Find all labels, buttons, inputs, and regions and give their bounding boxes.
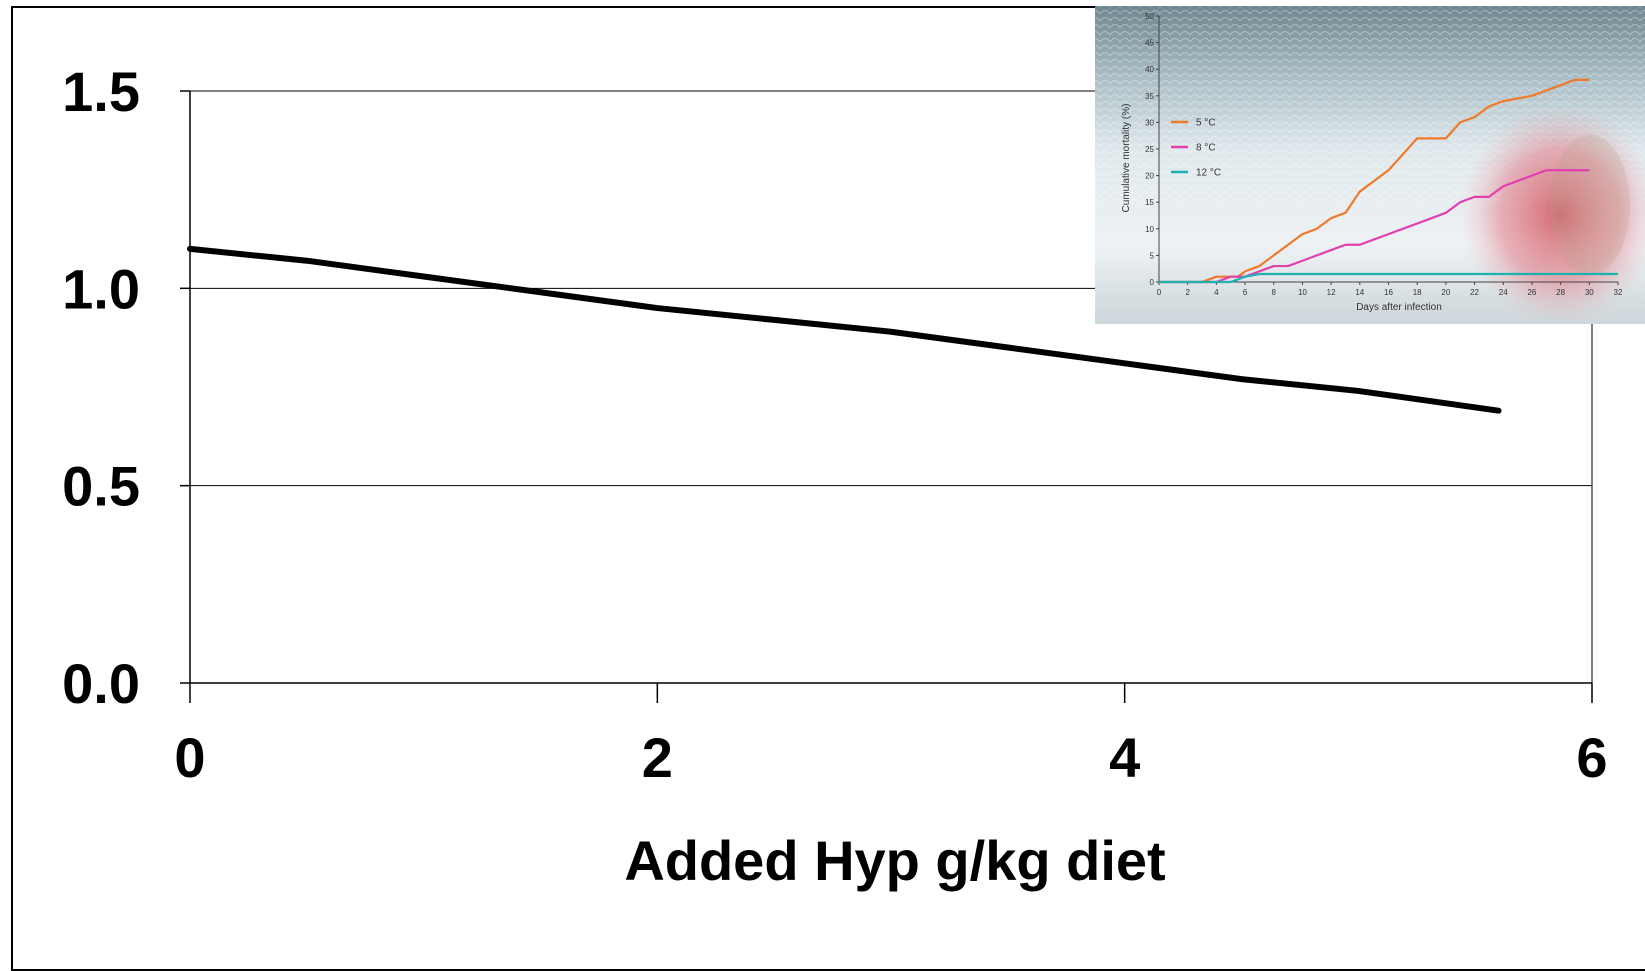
- y-tick-label: 0.5: [62, 455, 140, 518]
- inset-y-tick-label: 15: [1145, 198, 1154, 207]
- inset-y-tick-label: 20: [1145, 172, 1154, 181]
- x-tick-label: 0: [174, 726, 205, 789]
- inset-x-tick-label: 2: [1185, 288, 1190, 297]
- inset-legend-label: 8 °C: [1196, 143, 1216, 154]
- inset-x-tick-label: 28: [1556, 288, 1565, 297]
- y-tick-label: 1.5: [62, 60, 140, 123]
- x-tick-label: 4: [1109, 726, 1140, 789]
- inset-x-tick-label: 16: [1384, 288, 1393, 297]
- inset-y-tick-label: 35: [1145, 92, 1154, 101]
- inset-x-tick-label: 20: [1441, 288, 1450, 297]
- x-tick-label: 2: [642, 726, 673, 789]
- inset-y-tick-label: 50: [1145, 12, 1154, 21]
- inset-series-line: [1159, 169, 1590, 284]
- inset-y-tick-label: 25: [1145, 145, 1154, 154]
- inset-x-tick-label: 8: [1272, 288, 1277, 297]
- inset-x-tick-label: 26: [1527, 288, 1536, 297]
- inset-y-tick-label: 30: [1145, 118, 1154, 127]
- inset-x-tick-label: 22: [1470, 288, 1479, 297]
- inset-x-tick-label: 6: [1243, 288, 1248, 297]
- series-line: [187, 245, 1502, 414]
- inset-x-tick-label: 30: [1585, 288, 1594, 297]
- inset-x-tick-label: 32: [1614, 288, 1623, 297]
- y-tick-label: 0.0: [62, 652, 140, 715]
- y-tick-label: 1.0: [62, 257, 140, 320]
- inset-y-tick-label: 10: [1145, 225, 1154, 234]
- inset-y-tick-label: 45: [1145, 39, 1154, 48]
- inset-legend-label: 12 °C: [1196, 168, 1221, 179]
- inset-series-line: [1159, 272, 1618, 284]
- inset-x-tick-label: 24: [1499, 288, 1508, 297]
- inset-x-tick-label: 0: [1157, 288, 1162, 297]
- inset-y-tick-label: 40: [1145, 65, 1154, 74]
- inset-y-axis-label: Cumulative mortality (%): [1121, 104, 1132, 213]
- inset-x-axis-label: Days after infection: [1356, 302, 1442, 313]
- inset-x-tick-label: 14: [1355, 288, 1364, 297]
- inset-y-tick-label: 0: [1150, 278, 1155, 287]
- salmon-photo-background: [1095, 6, 1645, 325]
- inset-legend: 5 °C 8 °C 12 °C: [1171, 118, 1221, 179]
- inset-x-tick-label: 18: [1413, 288, 1422, 297]
- x-tick-label: 6: [1576, 726, 1607, 789]
- inset-y-tick-label: 5: [1150, 251, 1155, 260]
- inset-x-tick-label: 4: [1214, 288, 1219, 297]
- x-axis-label: Added Hyp g/kg diet: [624, 829, 1165, 892]
- inset-series-line: [1159, 78, 1590, 284]
- inset-x-tick-label: 10: [1298, 288, 1307, 297]
- inset-x-tick-label: 12: [1327, 288, 1336, 297]
- inset-legend-label: 5 °C: [1196, 118, 1216, 129]
